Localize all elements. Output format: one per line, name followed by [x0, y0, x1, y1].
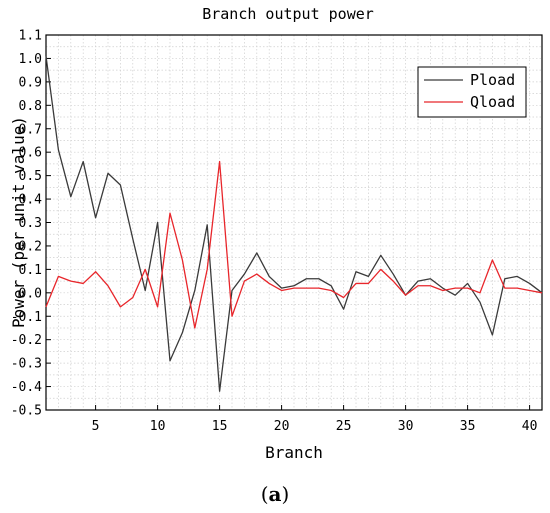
figure-caption: (a)	[0, 482, 550, 506]
y-tick-label: 0.3	[19, 216, 42, 231]
y-tick-label: -0.5	[11, 404, 42, 419]
y-tick-label: 1.1	[19, 29, 42, 44]
caption-letter: a	[268, 482, 282, 506]
y-tick-label: 0.8	[19, 99, 42, 114]
y-tick-label: -0.4	[11, 380, 42, 395]
x-tick-label: 35	[460, 419, 476, 434]
branch-power-chart: Branch output power 5 10 15 20 25 30 35 40 -0.5 -…	[9, 5, 543, 462]
y-tick-label: 0.2	[19, 239, 42, 254]
series-line-pload	[45, 56, 543, 392]
legend: Pload Qload	[417, 66, 527, 118]
x-tick-label: 20	[274, 419, 290, 434]
y-tick-label: 0.1	[19, 263, 42, 278]
legend-label: Pload	[470, 71, 515, 89]
y-tick-label: 0.4	[19, 193, 43, 208]
chart-title: Branch output power	[202, 5, 374, 23]
legend-box	[417, 66, 527, 118]
y-tick-label: -0.2	[11, 333, 42, 348]
x-tick-label: 40	[522, 419, 538, 434]
y-tick-label: 0.0	[19, 286, 42, 301]
caption-open-paren: (	[260, 482, 269, 506]
y-tick-label: -0.1	[11, 310, 42, 325]
x-tick-label: 25	[336, 419, 352, 434]
legend-label: Qload	[470, 93, 515, 111]
y-axis-label: Power (per unit value)	[9, 116, 28, 328]
y-tick-label: 1.0	[19, 52, 42, 67]
y-tick-label: 0.9	[19, 75, 42, 90]
y-tick-label: -0.3	[11, 357, 42, 372]
y-tick-label: 0.6	[19, 146, 42, 161]
x-tick-label: 15	[212, 419, 228, 434]
y-tick-label: 0.7	[19, 122, 42, 137]
series-line-qload	[45, 160, 543, 329]
series-lines	[45, 56, 543, 392]
x-tick-label: 5	[92, 419, 100, 434]
x-tick-label: 10	[150, 419, 166, 434]
x-tick-label: 30	[398, 419, 414, 434]
x-axis-label: Branch	[265, 443, 323, 462]
y-tick-label: 0.5	[19, 169, 42, 184]
caption-close-paren: )	[281, 482, 290, 506]
axes: 5 10 15 20 25 30 35 40 -0.5 -0.4 -0.3 -0.2 -0.1 0.0 0.…	[11, 29, 538, 435]
